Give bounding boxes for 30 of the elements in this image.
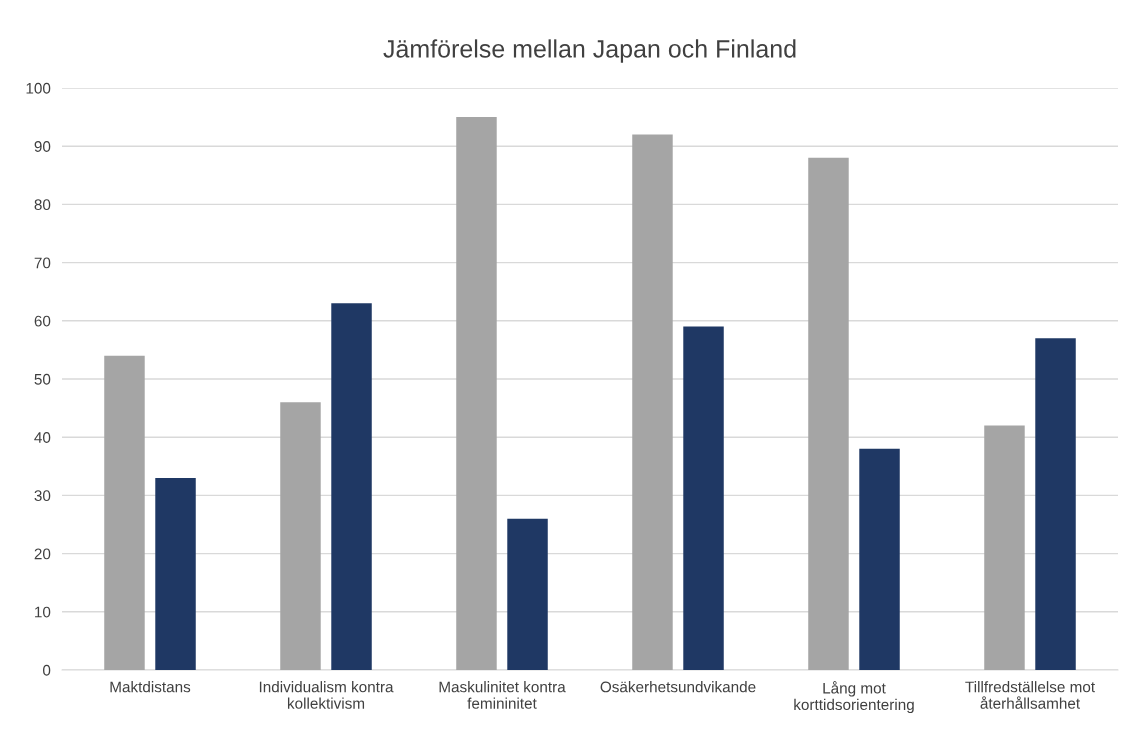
y-tick-label: 90: [34, 141, 51, 152]
x-tick-label: Maktdistans: [110, 681, 191, 693]
y-tick-label: 20: [34, 548, 51, 560]
y-tick-label: 30: [34, 490, 51, 502]
y-tick-label: 70: [34, 257, 51, 269]
x-tick-label: Tillfredställelse mot återhållsamhet: [965, 681, 1095, 709]
y-tick-label: 0: [42, 664, 51, 676]
bar: [280, 402, 321, 670]
y-tick-label: 40: [34, 432, 51, 443]
bar: [1035, 338, 1076, 670]
y-tick-label: 80: [34, 199, 51, 211]
x-tick-label: Individualism kontra kollektivism: [259, 681, 394, 709]
y-tick-label: 60: [34, 315, 51, 327]
y-tick-label: 10: [35, 606, 51, 618]
y-tick-label: 50: [34, 373, 51, 385]
x-tick-label: Osäkerhetsundvikande: [600, 681, 756, 693]
x-tick-label: Lång mot korttidsorientering: [794, 681, 914, 714]
bar: [155, 477, 196, 670]
bar: [683, 326, 724, 670]
x-tick-label: Maskulinitet kontra femininitet: [439, 681, 566, 709]
bar: [984, 425, 1025, 670]
bar: [632, 134, 673, 670]
bar: [331, 303, 372, 670]
bar: [507, 518, 548, 670]
bar: [456, 117, 497, 670]
chart-title: Jämförelse mellan Japan och Finland: [383, 39, 796, 63]
y-tick-label: 100: [26, 82, 51, 94]
bar: [859, 448, 900, 670]
bar: [808, 157, 849, 670]
bar: [104, 355, 145, 670]
